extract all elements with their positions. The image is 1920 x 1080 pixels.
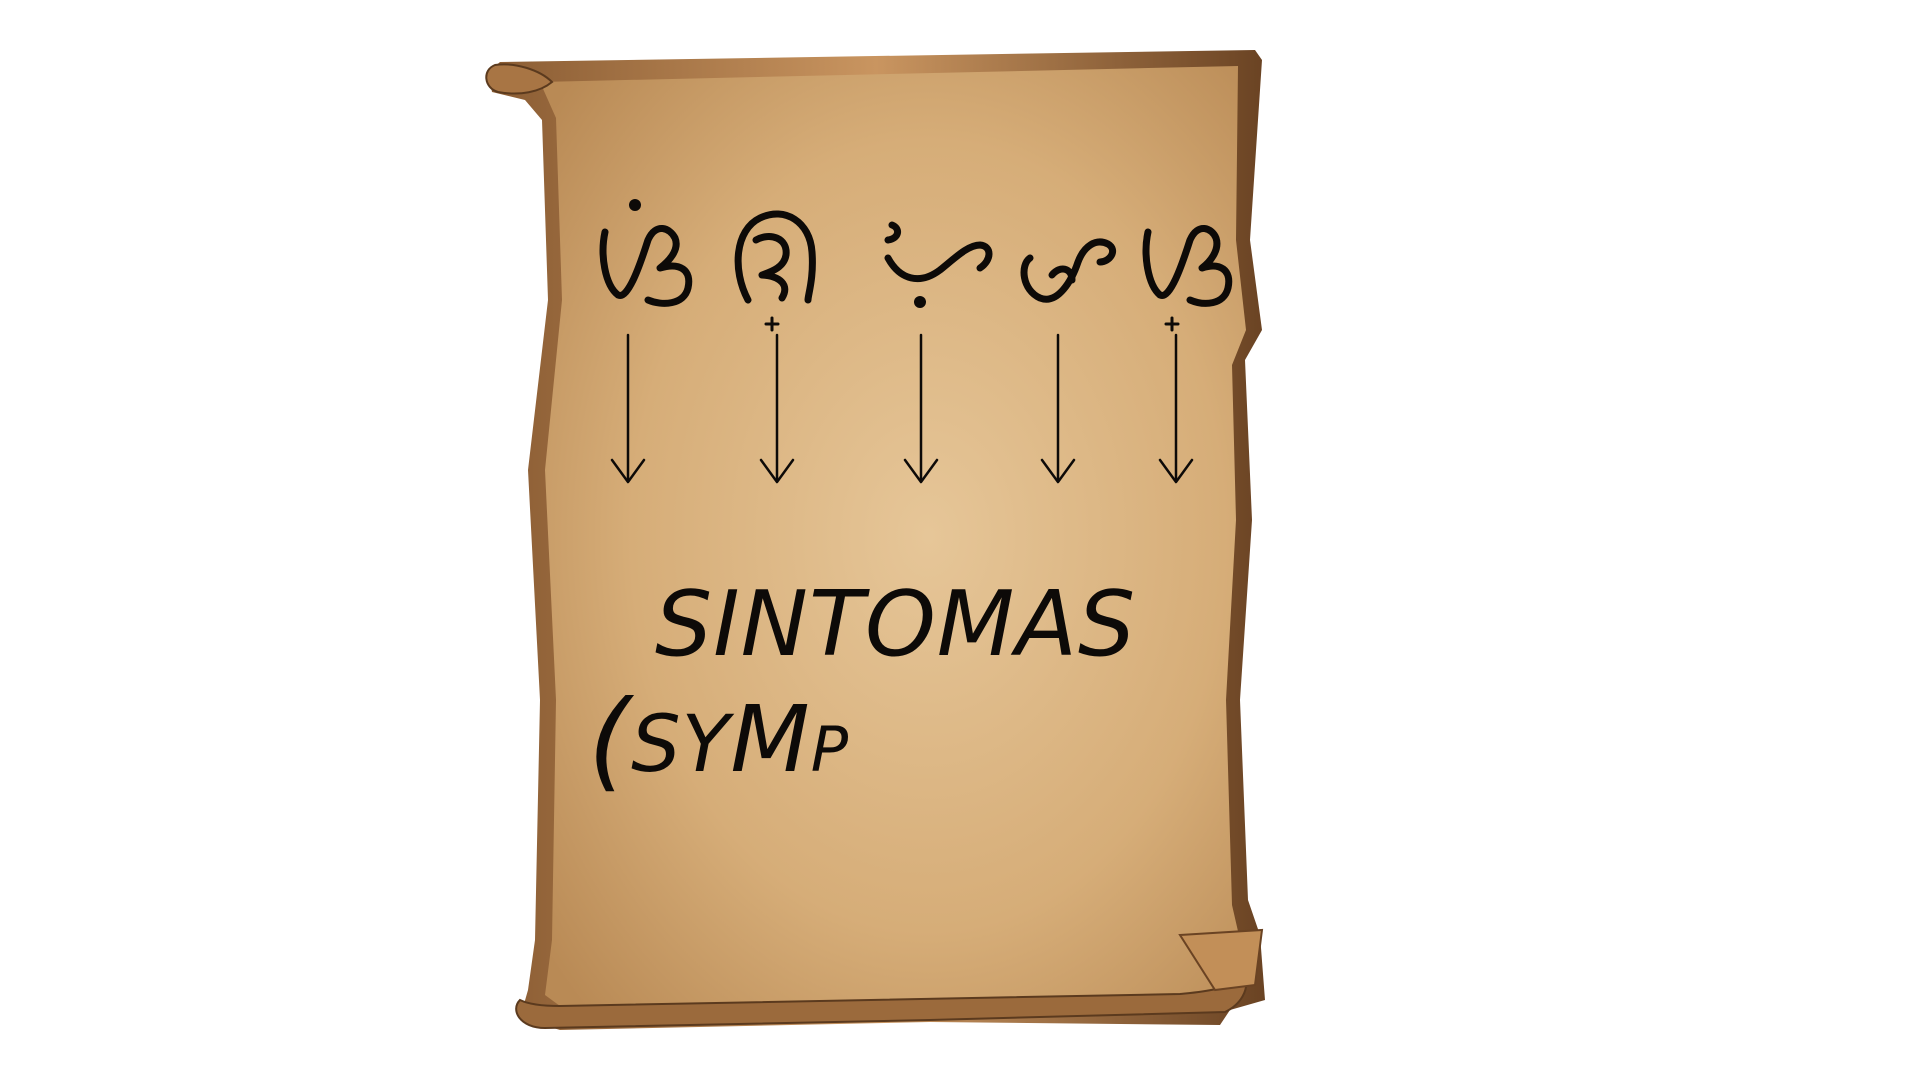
baybayin-glyph-3 (884, 221, 993, 308)
partial-letter-p: P (810, 713, 850, 786)
scroll-curl-top (485, 63, 554, 95)
baybayin-glyph-5 (1142, 225, 1233, 332)
baybayin-glyph-4 (1020, 238, 1116, 303)
scroll-corner-fold (1178, 928, 1264, 992)
scroll-paper (540, 66, 1246, 1006)
arrow-down-icon (1040, 333, 1076, 484)
arrow-down-icon (1158, 333, 1194, 484)
partial-letter-s: S (631, 700, 682, 790)
arrow-down-icon (903, 333, 939, 484)
main-word: SINTOMAS (655, 572, 1137, 677)
partial-word: (SYMP (588, 672, 850, 803)
open-paren: ( (588, 678, 632, 803)
arrow-down-icon (610, 333, 646, 484)
partial-letter-m: M (730, 686, 811, 793)
arrow-down-icon (759, 333, 795, 484)
baybayin-glyph-1 (599, 199, 693, 307)
baybayin-glyph-2 (734, 210, 816, 332)
partial-letter-y: Y (681, 700, 731, 790)
